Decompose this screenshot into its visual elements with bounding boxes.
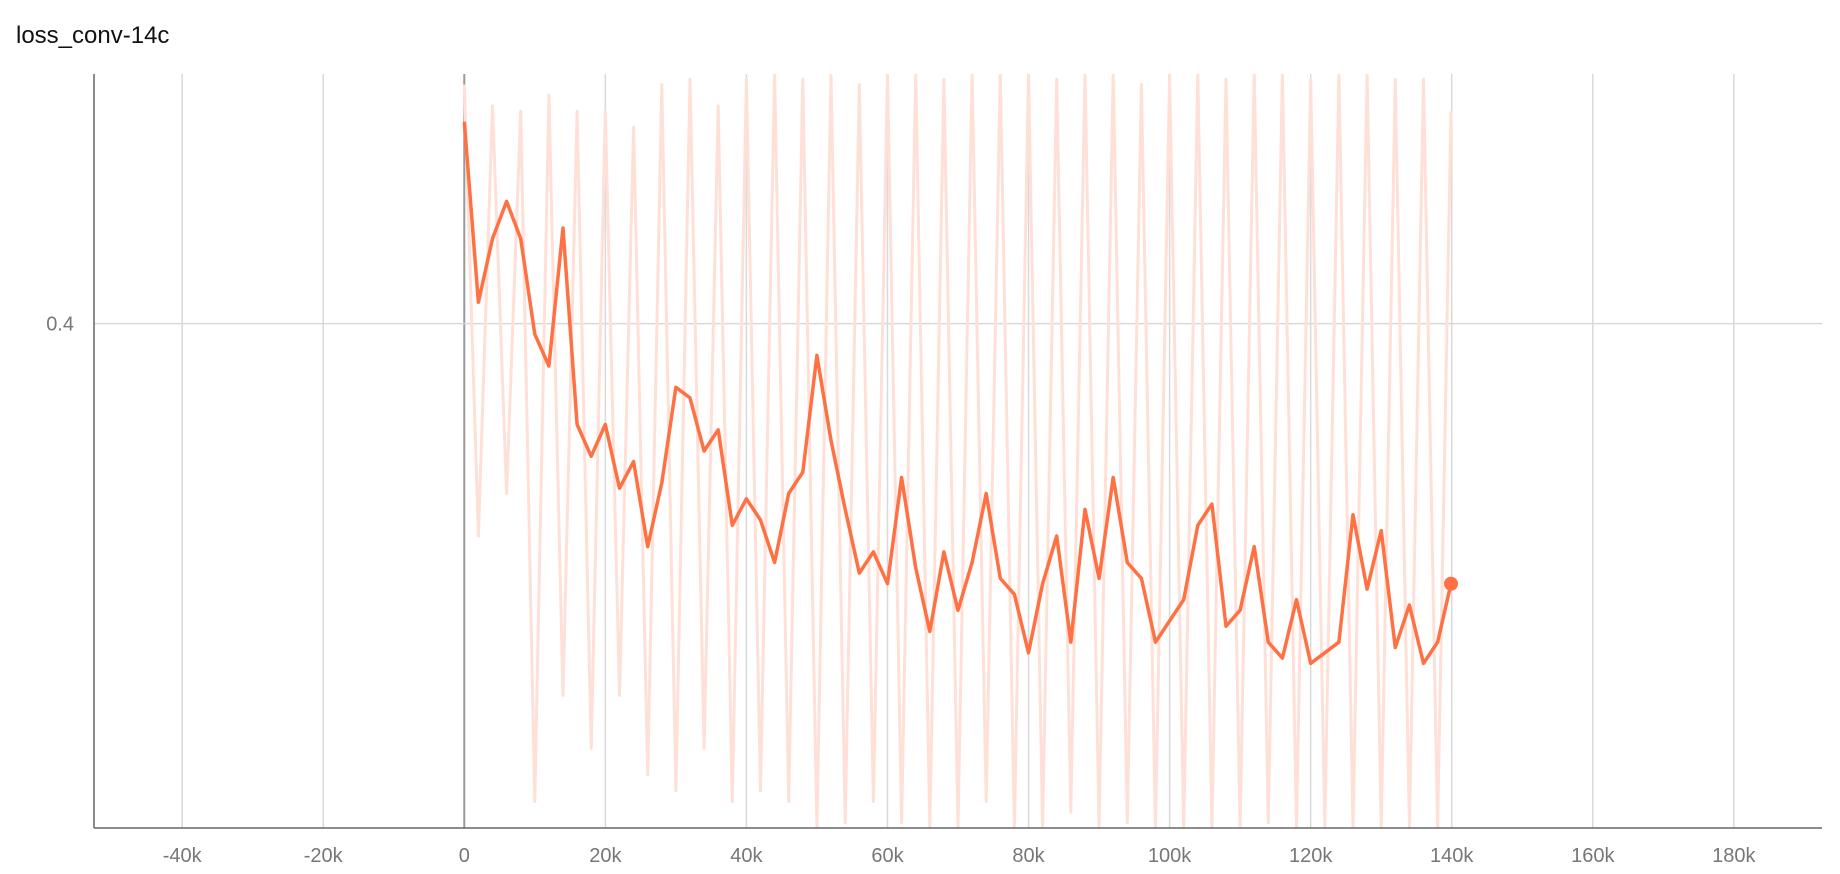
x-tick-label: 80k — [1012, 845, 1045, 867]
smoothed-series-line — [462, 121, 1453, 666]
x-tick-label: 20k — [589, 845, 622, 867]
x-tick-label: 0 — [459, 845, 470, 867]
x-tick-label: 40k — [730, 845, 763, 867]
x-tick-label: -20k — [304, 845, 344, 867]
x-tick-label: 60k — [871, 845, 904, 867]
last-point-marker[interactable] — [1444, 576, 1459, 591]
x-tick-label: 160k — [1571, 845, 1615, 867]
grid-layer — [94, 74, 1822, 828]
y-tick-label: 0.4 — [46, 314, 74, 336]
axis-layer: -40k -20k 0 20k 40k 60k 80k 100k 120k 140k 160k 180… — [46, 74, 1822, 867]
x-tick-label: 140k — [1430, 845, 1474, 867]
x-tick-label: 120k — [1289, 845, 1333, 867]
raw-series-line — [462, 74, 1453, 828]
x-tick-label: 100k — [1148, 845, 1192, 867]
x-tick-label: 180k — [1712, 845, 1756, 867]
smoothed-series-layer — [462, 121, 1459, 666]
chart-title: loss_conv-14c — [16, 22, 170, 49]
x-tick-label: -40k — [163, 845, 203, 867]
raw-series-layer — [462, 74, 1453, 828]
